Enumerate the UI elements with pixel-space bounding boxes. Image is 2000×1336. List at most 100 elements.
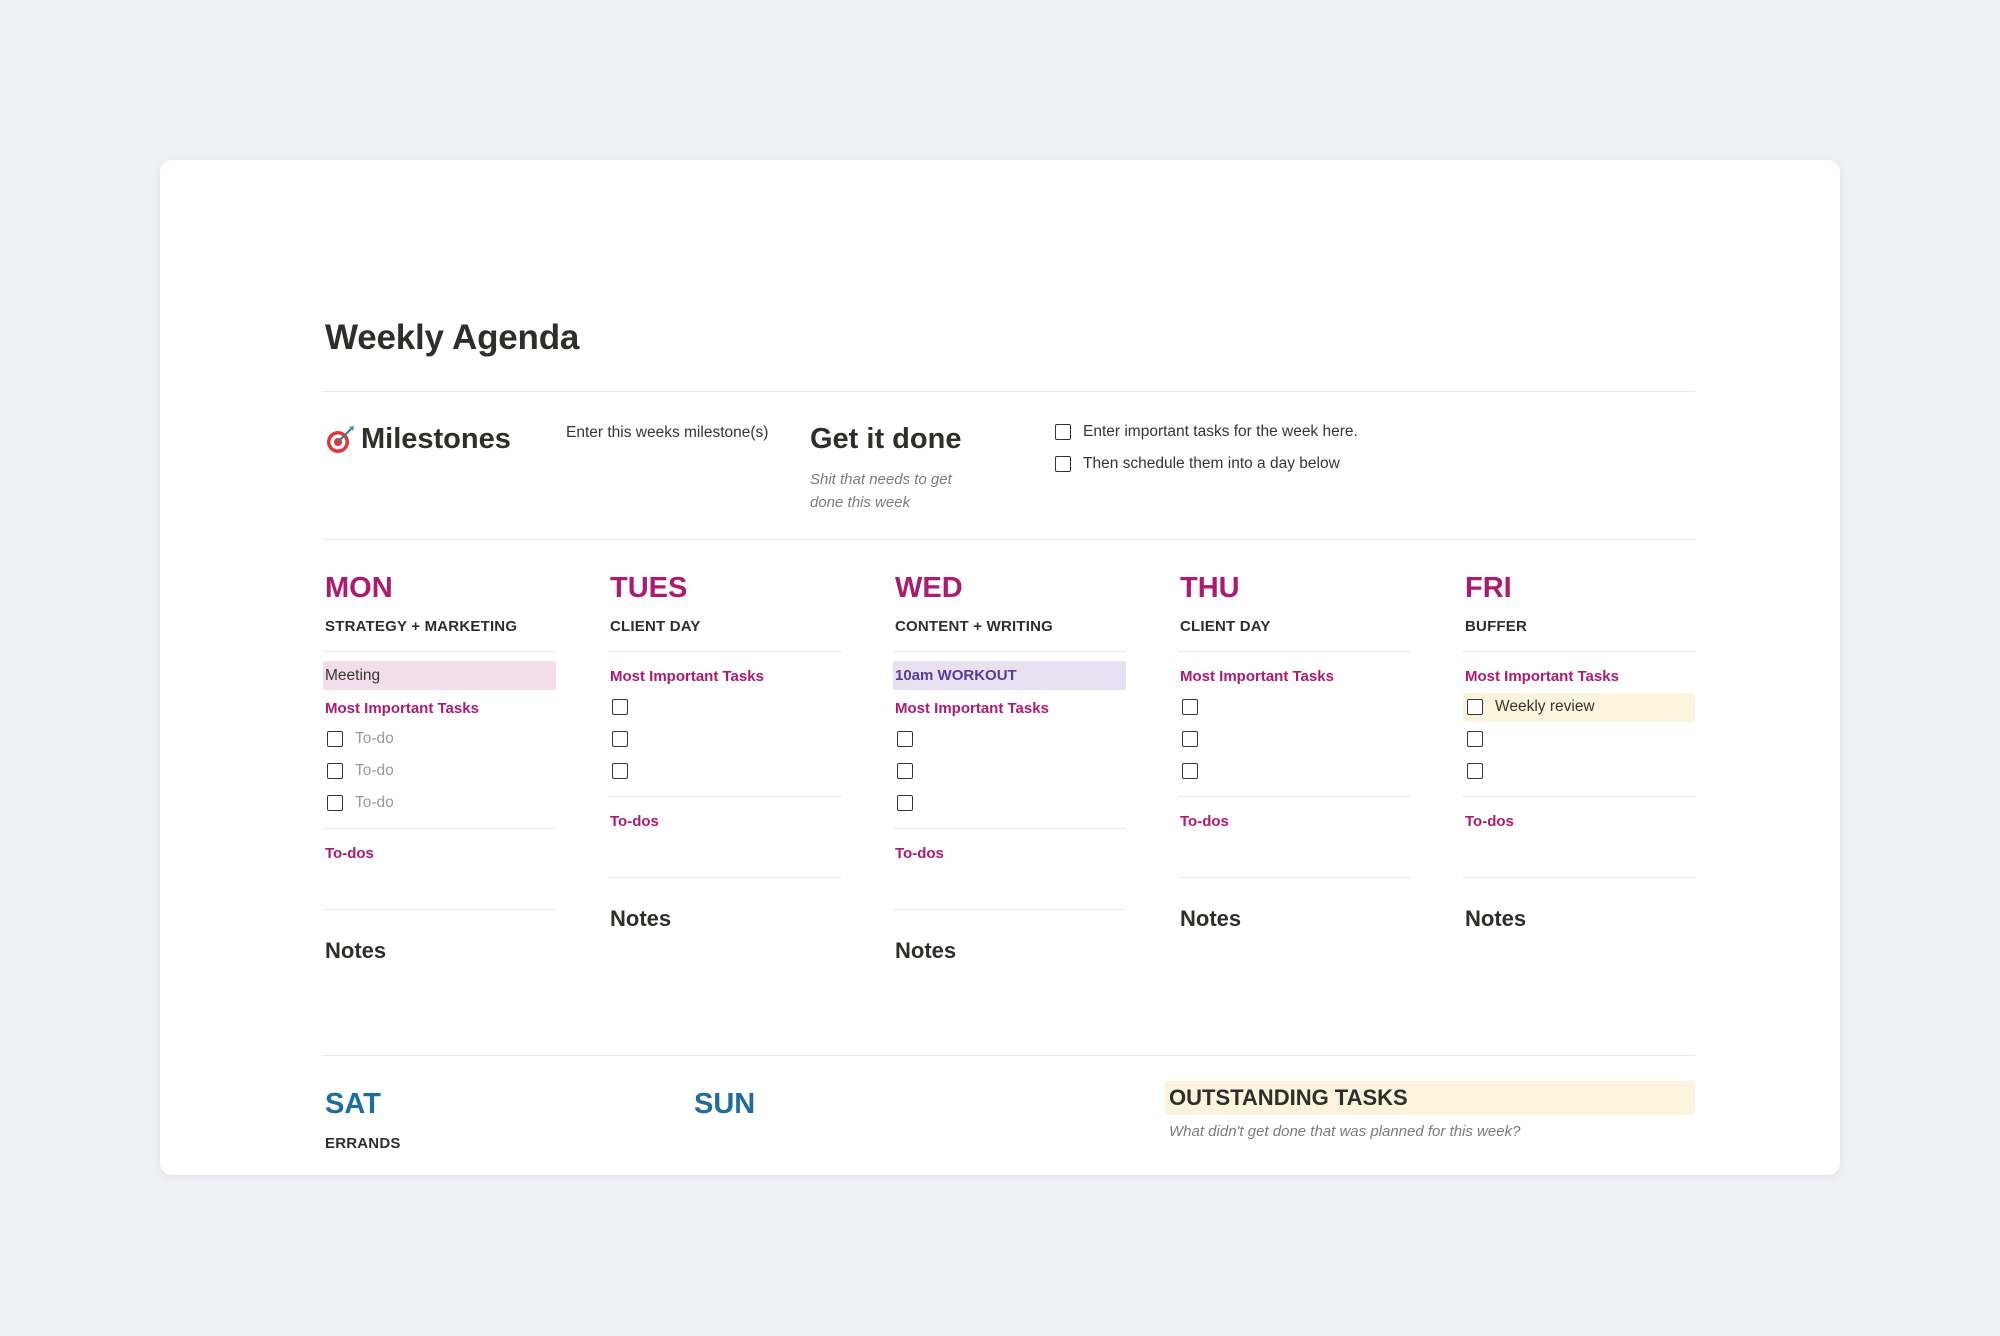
todo-item[interactable] bbox=[1178, 757, 1198, 785]
checkbox[interactable] bbox=[1182, 731, 1198, 747]
todo-item[interactable] bbox=[893, 789, 913, 817]
todo-item[interactable] bbox=[1178, 693, 1198, 721]
meeting-text: Meeting bbox=[325, 666, 381, 684]
checkbox[interactable] bbox=[327, 763, 343, 779]
outstanding-tasks-description: What didn't get done that was planned fo… bbox=[1169, 1123, 1521, 1140]
workout-text: 10am WORKOUT bbox=[895, 667, 1017, 684]
divider bbox=[323, 391, 1695, 392]
todo-text: Weekly review bbox=[1495, 698, 1595, 715]
checkbox[interactable] bbox=[897, 731, 913, 747]
todo-item[interactable] bbox=[1178, 725, 1198, 753]
most-important-tasks-label: Most Important Tasks bbox=[1465, 668, 1619, 685]
divider bbox=[893, 828, 1126, 829]
weekly-task-item[interactable]: Enter important tasks for the week here. bbox=[1051, 418, 1358, 446]
notes-heading: Notes bbox=[325, 938, 387, 963]
task-text: Then schedule them into a day below bbox=[1083, 455, 1340, 472]
checkbox[interactable] bbox=[327, 795, 343, 811]
day-fri-title: FRI bbox=[1465, 572, 1512, 604]
todo-item[interactable] bbox=[608, 725, 628, 753]
milestones-heading: Milestones bbox=[325, 423, 511, 456]
weekly-task-item[interactable]: Then schedule them into a day below bbox=[1051, 450, 1340, 478]
todo-placeholder: To-do bbox=[355, 762, 394, 779]
checkbox[interactable] bbox=[1182, 699, 1198, 715]
divider bbox=[608, 651, 841, 652]
outstanding-tasks-title: OUTSTANDING TASKS bbox=[1169, 1085, 1408, 1110]
page-content: Weekly Agenda Milestones Enter this week… bbox=[323, 160, 1695, 1175]
divider bbox=[608, 877, 841, 878]
checkbox[interactable] bbox=[1182, 763, 1198, 779]
weekly-review-highlight bbox=[1463, 693, 1695, 722]
todo-placeholder: To-do bbox=[355, 794, 394, 811]
most-important-tasks-label: Most Important Tasks bbox=[1180, 668, 1334, 685]
todo-placeholder: To-do bbox=[355, 730, 394, 747]
day-tues-focus: CLIENT DAY bbox=[610, 618, 701, 635]
todos-label: To-dos bbox=[325, 845, 374, 862]
checkbox[interactable] bbox=[612, 699, 628, 715]
day-wed-focus: CONTENT + WRITING bbox=[895, 618, 1053, 635]
todo-item[interactable] bbox=[1463, 757, 1483, 785]
todos-label: To-dos bbox=[610, 813, 659, 830]
most-important-tasks-label: Most Important Tasks bbox=[325, 700, 479, 717]
description-line: Shit that needs to get bbox=[810, 471, 952, 488]
get-it-done-description: Shit that needs to get done this week bbox=[810, 468, 952, 514]
todo-item[interactable] bbox=[1463, 725, 1483, 753]
notes-heading: Notes bbox=[1465, 906, 1527, 931]
page-card: Weekly Agenda Milestones Enter this week… bbox=[160, 160, 1840, 1175]
notes-heading: Notes bbox=[895, 938, 957, 963]
notes-heading: Notes bbox=[610, 906, 672, 931]
todo-item[interactable] bbox=[893, 757, 913, 785]
outstanding-tasks-banner: OUTSTANDING TASKS bbox=[1165, 1081, 1695, 1115]
notes-heading: Notes bbox=[1180, 906, 1242, 931]
todos-label: To-dos bbox=[895, 845, 944, 862]
day-sun-title: SUN bbox=[694, 1088, 756, 1120]
target-icon bbox=[325, 425, 355, 455]
divider bbox=[608, 796, 841, 797]
divider bbox=[323, 828, 556, 829]
milestones-title: Milestones bbox=[361, 423, 511, 455]
day-fri-focus: BUFFER bbox=[1465, 618, 1528, 635]
checkbox[interactable] bbox=[327, 731, 343, 747]
todo-item[interactable]: To-do bbox=[323, 789, 394, 817]
divider bbox=[1178, 877, 1411, 878]
divider bbox=[1463, 877, 1695, 878]
checkbox[interactable] bbox=[1467, 763, 1483, 779]
day-thu-title: THU bbox=[1180, 572, 1240, 604]
divider bbox=[323, 1055, 1695, 1056]
divider bbox=[1178, 796, 1411, 797]
get-it-done-title: Get it done bbox=[810, 423, 962, 455]
checkbox[interactable] bbox=[612, 731, 628, 747]
todo-item[interactable]: Weekly review bbox=[1463, 693, 1595, 721]
day-wed-title: WED bbox=[895, 572, 963, 604]
divider bbox=[1463, 651, 1695, 652]
checkbox[interactable] bbox=[1467, 699, 1483, 715]
checkbox[interactable] bbox=[897, 763, 913, 779]
todo-item[interactable] bbox=[893, 725, 913, 753]
todo-item[interactable] bbox=[608, 757, 628, 785]
divider bbox=[323, 539, 1695, 540]
todo-item[interactable] bbox=[608, 693, 628, 721]
checkbox[interactable] bbox=[897, 795, 913, 811]
most-important-tasks-label: Most Important Tasks bbox=[610, 668, 764, 685]
divider bbox=[323, 909, 556, 910]
description-line: done this week bbox=[810, 494, 911, 511]
workout-highlight[interactable]: 10am WORKOUT bbox=[893, 661, 1126, 690]
divider bbox=[1463, 796, 1695, 797]
meeting-highlight[interactable]: Meeting bbox=[323, 661, 556, 690]
day-sat-focus: ERRANDS bbox=[325, 1135, 401, 1152]
checkbox[interactable] bbox=[1467, 731, 1483, 747]
checkbox[interactable] bbox=[1055, 424, 1071, 440]
todo-item[interactable]: To-do bbox=[323, 725, 394, 753]
divider bbox=[893, 651, 1126, 652]
checkbox[interactable] bbox=[612, 763, 628, 779]
checkbox[interactable] bbox=[1055, 456, 1071, 472]
milestones-input[interactable]: Enter this weeks milestone(s) bbox=[566, 424, 769, 441]
day-mon-focus: STRATEGY + MARKETING bbox=[325, 618, 518, 635]
task-text: Enter important tasks for the week here. bbox=[1083, 423, 1358, 440]
todos-label: To-dos bbox=[1180, 813, 1229, 830]
day-thu-focus: CLIENT DAY bbox=[1180, 618, 1271, 635]
todo-item[interactable]: To-do bbox=[323, 757, 394, 785]
divider bbox=[893, 909, 1126, 910]
day-mon-title: MON bbox=[325, 572, 393, 604]
day-sat-title: SAT bbox=[325, 1088, 381, 1120]
day-tues-title: TUES bbox=[610, 572, 688, 604]
